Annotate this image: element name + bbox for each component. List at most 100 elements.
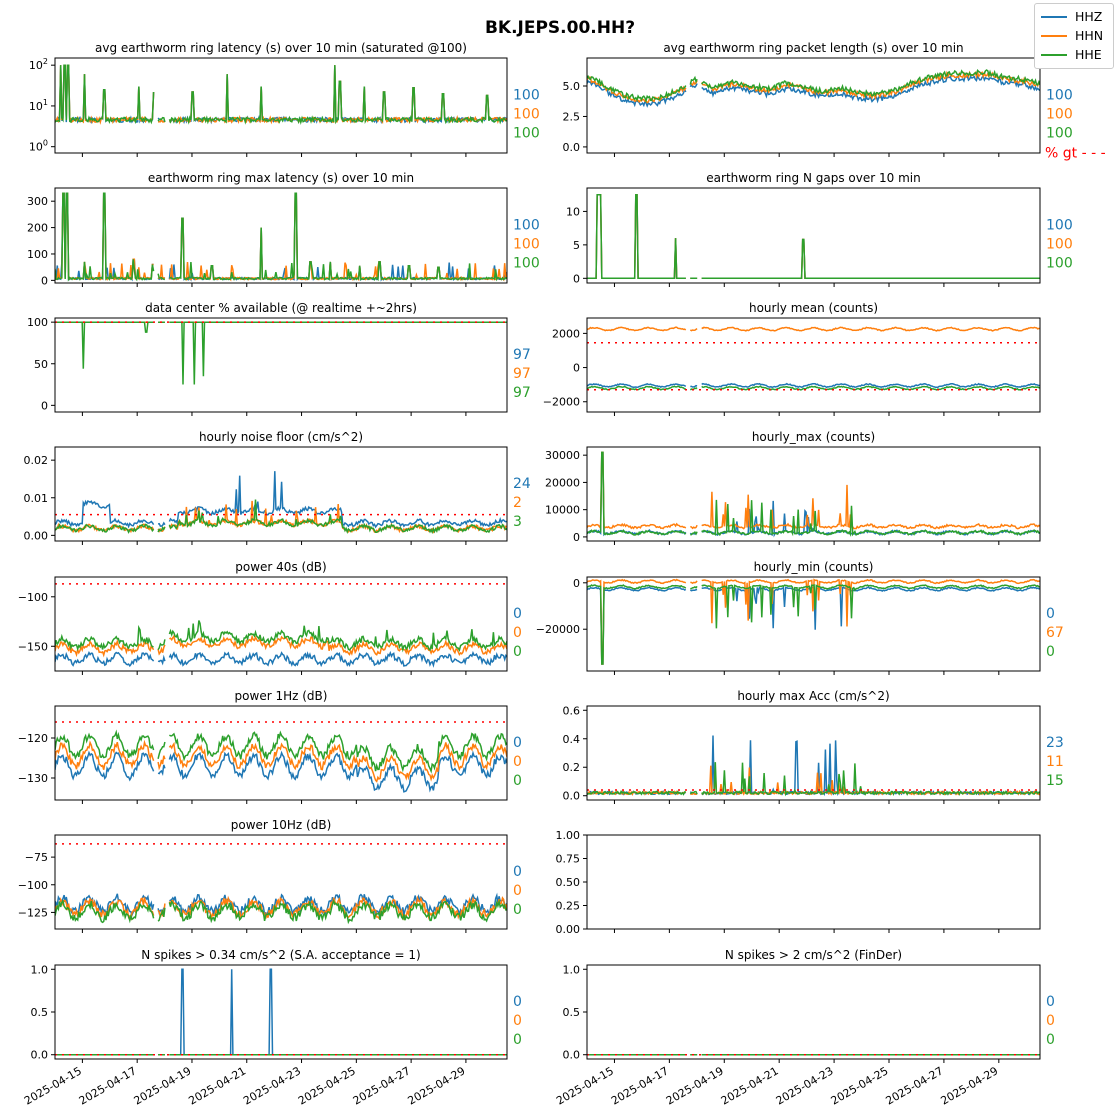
side-percent-hhn: 67 [1046, 625, 1064, 641]
y-tick-label: 2.5 [563, 110, 581, 123]
side-percent-hhe: 0 [1046, 644, 1055, 660]
axes-frame [54, 964, 508, 1060]
y-tick-label: 200 [27, 222, 48, 235]
panel-title: avg earthworm ring packet length (s) ove… [663, 41, 963, 55]
side-percent-hhn: 0 [513, 1013, 522, 1029]
panel-power_10hz: power 10Hz (dB) −125 −100 −75 0 0 0 [18, 818, 522, 933]
y-tick-label: 0.5 [563, 1006, 581, 1019]
panel-hourly_min: hourly_min (counts) −20000 0 0 67 0 [536, 560, 1064, 675]
y-tick-label: 1.0 [563, 963, 581, 976]
side-percent-hhz: 0 [1046, 606, 1055, 622]
side-percent-hhe: 0 [513, 902, 522, 918]
side-percent-hhn: 100 [513, 237, 540, 253]
side-percent-hhe: 100 [513, 256, 540, 272]
x-tick-label: 2025-04-15 [554, 1064, 616, 1107]
y-tick-label: 0.25 [556, 900, 581, 913]
y-tick-label: 2000 [552, 327, 580, 340]
y-tick-label: 5 [573, 239, 580, 252]
y-tick-label: 0.50 [556, 876, 581, 889]
x-tick-label: 2025-04-21 [186, 1064, 248, 1107]
side-percent-hhz: 97 [513, 347, 531, 363]
series-line-hhe [55, 192, 507, 282]
panel-power_40s: power 40s (dB) −150 −100 0 0 0 [18, 560, 522, 675]
legend-label-hhe: HHE [1075, 47, 1102, 62]
side-percent-hhz: 100 [513, 88, 540, 104]
side-percent-hhe: 3 [513, 514, 522, 530]
panel-packet_length: avg earthworm ring packet length (s) ove… [563, 41, 1106, 162]
y-tick-label: 0.0 [31, 1049, 49, 1062]
side-percent-hhe: 0 [513, 644, 522, 660]
series-line-hhe [55, 729, 507, 774]
legend-label-hhz: HHZ [1075, 9, 1103, 24]
panel-hourly_max: hourly_max (counts) 0 10000 20000 30000 [545, 430, 1041, 545]
side-percent-hhe: 100 [1046, 126, 1073, 142]
x-tick-label: 2025-04-27 [351, 1064, 413, 1107]
x-tick-label: 2025-04-17 [609, 1064, 671, 1107]
y-tick-label: 0.00 [556, 923, 581, 936]
y-tick-label: 0.2 [563, 761, 581, 774]
y-tick-label: 10000 [545, 504, 580, 517]
series-line-hhn [587, 578, 1040, 665]
panel-title: data center % available (@ realtime +~2h… [145, 301, 417, 315]
axes-frame [54, 705, 508, 801]
series-line-hhz [587, 193, 1040, 280]
y-tick-label: −100 [18, 879, 48, 892]
y-tick-label: −100 [18, 591, 48, 604]
panel-title: earthworm ring N gaps over 10 min [706, 171, 920, 185]
legend-swatch-hhn [1041, 35, 1067, 37]
y-tick-label: 20000 [545, 476, 580, 489]
side-percent-hhz: 100 [1046, 88, 1073, 104]
series-line-hhz [55, 968, 507, 1056]
side-percent-hhe: 0 [513, 773, 522, 789]
axes-frame [586, 317, 1041, 413]
y-tick-label: 101 [29, 98, 48, 113]
side-percent-hhz: 100 [513, 218, 540, 234]
series-line-hhz [55, 471, 507, 529]
legend: HHZ HHN HHE [1034, 3, 1114, 69]
y-tick-label: 0.4 [563, 733, 581, 746]
legend-item-hhe: HHE [1041, 46, 1113, 64]
side-percent-hhn: 100 [1046, 237, 1073, 253]
y-tick-label: 5.0 [563, 80, 581, 93]
x-tick-label: 2025-04-23 [774, 1064, 836, 1107]
y-tick-label: −150 [18, 640, 48, 653]
legend-item-hhz: HHZ [1041, 8, 1113, 26]
panel-title: earthworm ring max latency (s) over 10 m… [148, 171, 414, 185]
axes-frame [586, 705, 1041, 801]
axes-frame [54, 834, 508, 930]
side-percent-hhz: 23 [1046, 735, 1064, 751]
series-line-hhe [55, 898, 507, 925]
axes-frame [586, 57, 1041, 154]
side-percent-hhz: 24 [513, 476, 531, 492]
panel-title: hourly mean (counts) [749, 301, 878, 315]
panel-title: N spikes > 2 cm/s^2 (FinDer) [725, 948, 902, 962]
x-tick-label: 2025-04-19 [132, 1064, 194, 1107]
series-line-hhe [55, 499, 507, 535]
y-tick-label: −20000 [536, 623, 580, 636]
figure-title: BK.JEPS.00.HH? [484, 18, 636, 38]
x-tick-label: 2025-04-17 [77, 1064, 139, 1107]
side-percent-hhe: 100 [513, 126, 540, 142]
panel-title: hourly noise floor (cm/s^2) [199, 430, 363, 444]
x-tick-label: 2025-04-15 [22, 1064, 84, 1107]
axes-frame [54, 187, 508, 284]
series-line-hhe [587, 193, 1040, 280]
y-tick-label: 1.0 [31, 963, 49, 976]
panel-hourly_mean: hourly mean (counts) −2000 0 2000 [543, 301, 1041, 416]
side-percent-hhz: 0 [513, 864, 522, 880]
side-percent-hhe: 0 [1046, 1032, 1055, 1048]
y-tick-label: 102 [29, 57, 48, 72]
side-percent-hhz: 0 [513, 735, 522, 751]
panel-title: N spikes > 0.34 cm/s^2 (S.A. acceptance … [141, 948, 420, 962]
y-tick-label: 0 [41, 274, 48, 287]
panel-empty: 0.00 0.25 0.50 0.75 1.00 [556, 829, 1041, 936]
x-tick-label: 2025-04-25 [829, 1064, 891, 1107]
legend-item-hhn: HHN [1041, 27, 1113, 45]
panel-availability: data center % available (@ realtime +~2h… [27, 301, 531, 416]
axes-frame [54, 576, 508, 672]
side-percent-hhe: 97 [513, 385, 531, 401]
y-tick-label: 30000 [545, 449, 580, 462]
series-line-hhn [587, 451, 1040, 530]
side-percent-hhn: 100 [1046, 107, 1073, 123]
